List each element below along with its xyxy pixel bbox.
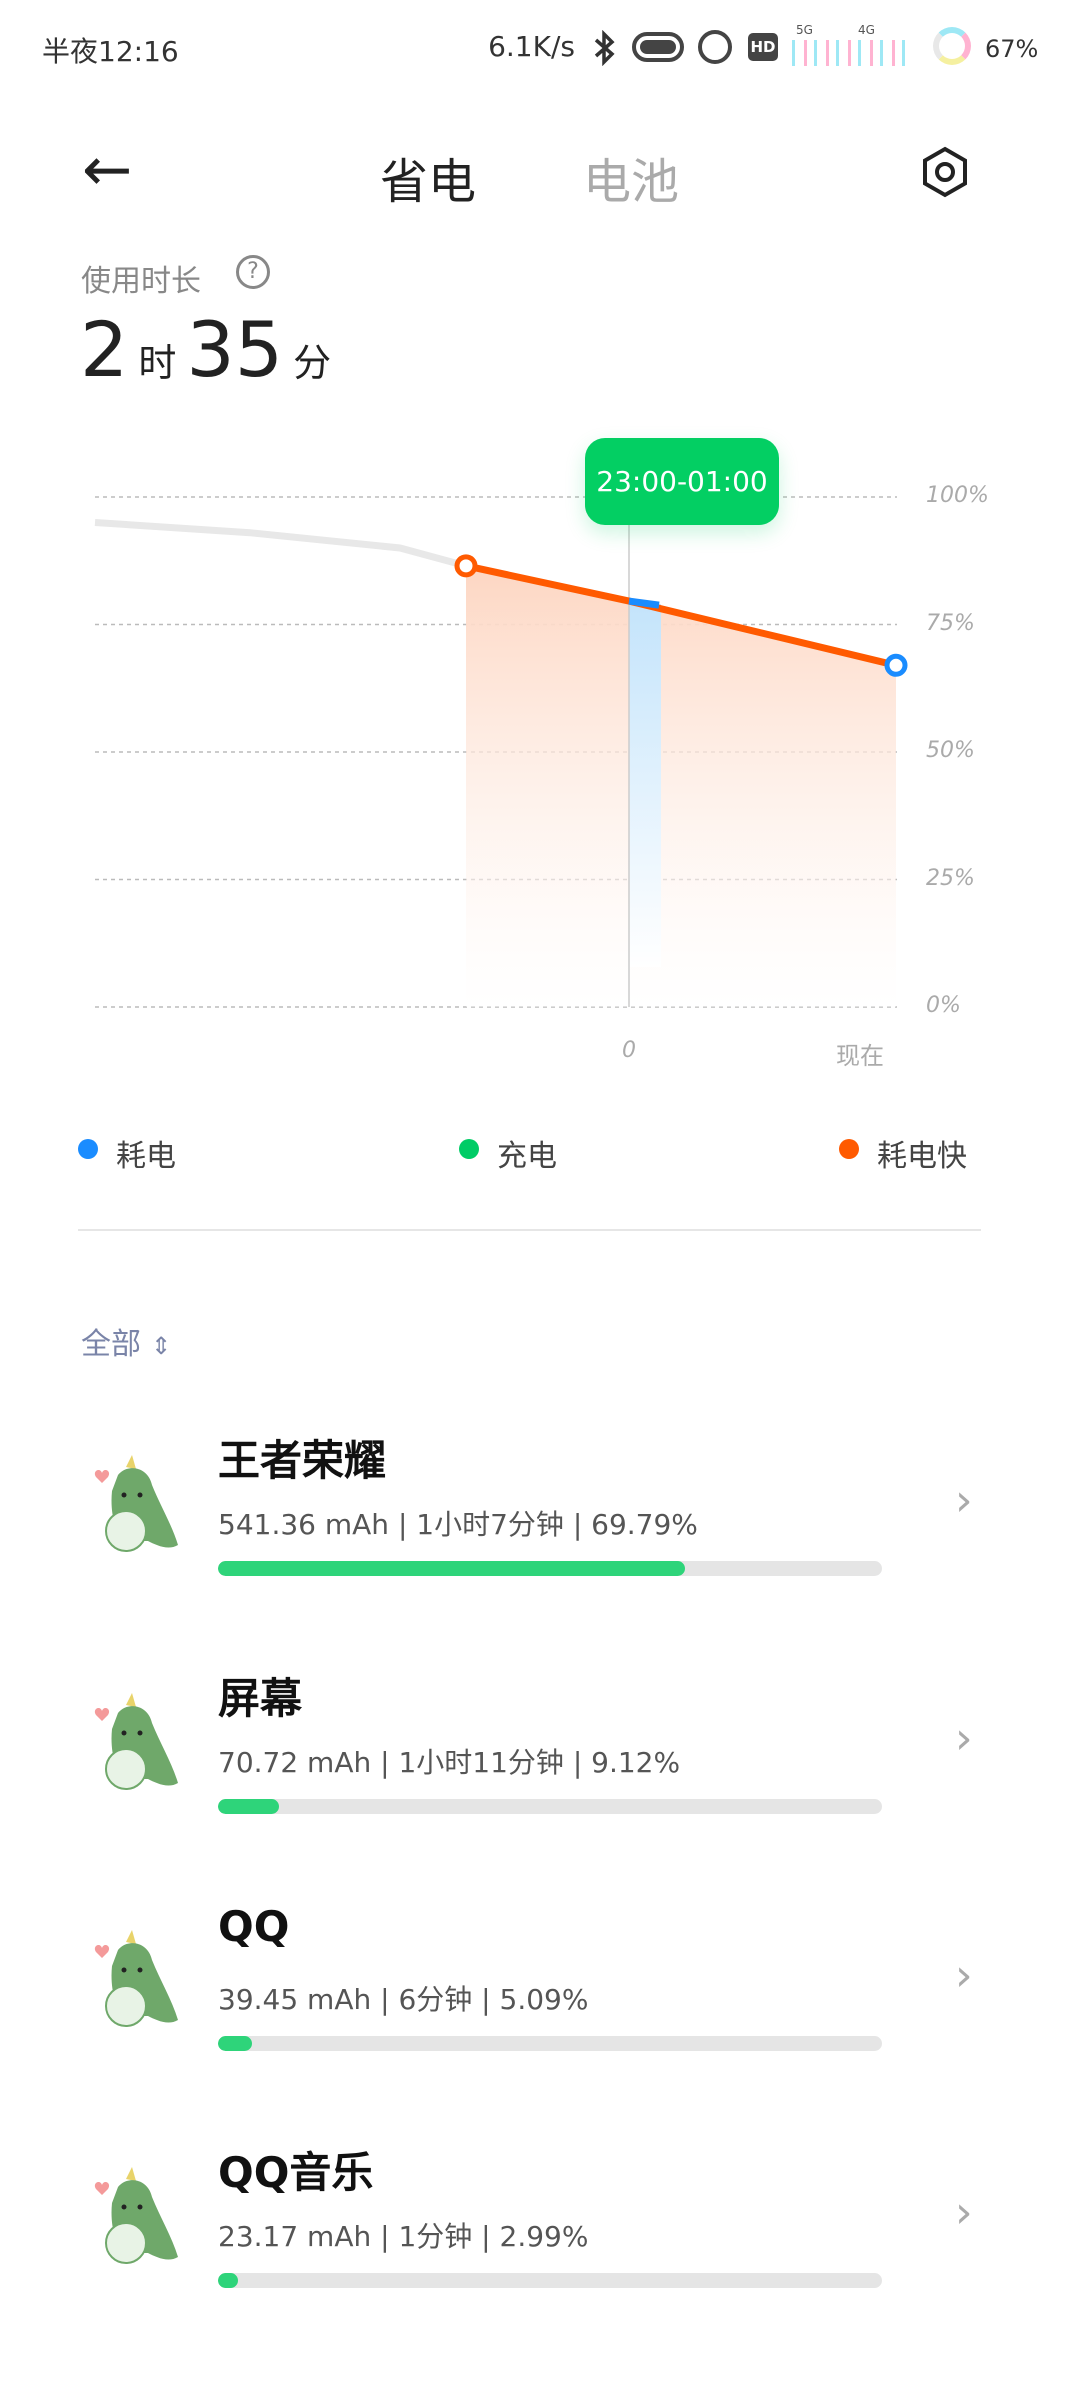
- usage-progress-bar: [218, 2273, 882, 2288]
- usage-progress-bar: [218, 1799, 882, 1814]
- battery-ring-icon: [933, 27, 971, 65]
- tab-battery[interactable]: 电池: [583, 154, 680, 210]
- usage-progress-bar: [218, 1561, 882, 1576]
- vpn-icon: [632, 32, 684, 62]
- usage-minutes-unit: 分: [293, 341, 332, 385]
- app-name: 屏幕: [218, 1674, 303, 1723]
- usage-hours-unit: 时: [138, 341, 177, 385]
- help-icon[interactable]: ?: [236, 255, 270, 289]
- app-usage-detail: 23.17 mAh | 1分钟 | 2.99%: [218, 2220, 589, 2253]
- sort-chevron-icon: ⇕: [151, 1332, 172, 1360]
- legend-label-charge: 充电: [497, 1139, 557, 1174]
- y-tick-label: 75%: [926, 610, 975, 636]
- settings-button[interactable]: [920, 146, 970, 198]
- usage-label: 使用时长: [81, 264, 201, 299]
- legend-label-drain: 耗电: [116, 1139, 176, 1174]
- app-icon: [88, 2167, 180, 2277]
- y-tick-label: 50%: [926, 738, 975, 763]
- chevron-right-icon[interactable]: ›: [955, 1475, 973, 1526]
- fast-drain-area: [466, 565, 896, 1007]
- current-point: [884, 653, 908, 677]
- usage-duration: 2 时 35 分: [80, 305, 331, 394]
- app-usage-detail: 541.36 mAh | 1小时7分钟 | 69.79%: [218, 1508, 698, 1541]
- bluetooth-icon: [586, 29, 622, 67]
- legend-dot-charge: [459, 1139, 479, 1159]
- usage-progress-fill: [218, 2036, 253, 2051]
- hd-icon: HD: [748, 33, 778, 61]
- filter-label: 全部: [81, 1327, 141, 1362]
- x-tick-label: 0: [622, 1038, 636, 1063]
- alarm-icon: [698, 30, 732, 64]
- signal-4g-label: 4G: [858, 23, 875, 37]
- y-tick-label: 100%: [926, 483, 989, 508]
- usage-progress-fill: [218, 2273, 239, 2288]
- start-point: [454, 554, 478, 578]
- legend-dot-drain: [78, 1139, 98, 1159]
- usage-progress-fill: [218, 1561, 686, 1576]
- y-tick-label: 25%: [926, 865, 975, 891]
- drain-area: [629, 604, 661, 967]
- usage-progress-bar: [218, 2036, 882, 2051]
- tab-power-saving[interactable]: 省电: [380, 154, 477, 210]
- drain-segment: [628, 597, 660, 609]
- app-icon: [88, 1693, 180, 1803]
- legend-label-fast-drain: 耗电快: [877, 1139, 967, 1174]
- signal-5g-label: 5G: [796, 23, 813, 37]
- usage-minutes: 35: [186, 305, 284, 394]
- signal-icon: [792, 40, 912, 66]
- usage-hours: 2: [80, 305, 129, 394]
- x-tick-label: 现在: [836, 1042, 884, 1070]
- chevron-right-icon[interactable]: ›: [955, 1713, 973, 1764]
- app-name: QQ: [218, 1902, 290, 1951]
- status-time: 半夜12:16: [42, 35, 179, 68]
- app-usage-detail: 39.45 mAh | 6分钟 | 5.09%: [218, 1983, 589, 2016]
- network-speed: 6.1K/s: [488, 30, 575, 63]
- y-tick-label: 0%: [926, 993, 961, 1018]
- chevron-right-icon[interactable]: ›: [955, 1950, 973, 2001]
- filter-dropdown[interactable]: 全部 ⇕: [81, 1319, 171, 1363]
- gear-icon: [923, 146, 967, 198]
- app-icon: [88, 1455, 180, 1565]
- app-name: 王者荣耀: [218, 1436, 387, 1485]
- divider: [78, 1229, 981, 1231]
- back-button[interactable]: ←: [82, 135, 133, 205]
- chart-tooltip: 23:00-01:00: [585, 438, 779, 525]
- legend-dot-fast-drain: [839, 1139, 859, 1159]
- app-icon: [88, 1930, 180, 2040]
- usage-progress-fill: [218, 1799, 280, 1814]
- history-line: [94, 519, 467, 570]
- app-usage-detail: 70.72 mAh | 1小时11分钟 | 9.12%: [218, 1746, 681, 1779]
- battery-chart[interactable]: [0, 0, 1080, 1100]
- battery-percent: 67%: [985, 35, 1039, 63]
- chevron-right-icon[interactable]: ›: [955, 2187, 973, 2238]
- app-name: QQ音乐: [218, 2148, 374, 2197]
